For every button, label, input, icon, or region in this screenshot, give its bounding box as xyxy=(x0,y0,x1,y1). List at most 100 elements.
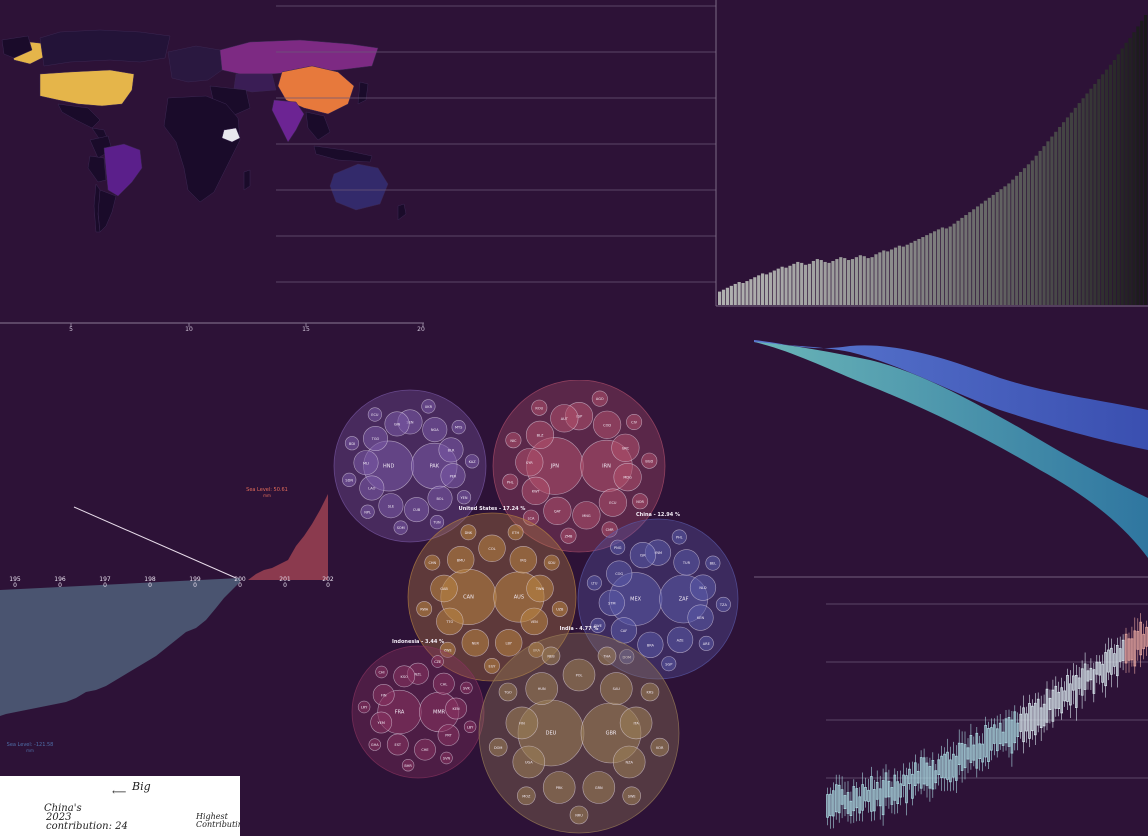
candle[interactable] xyxy=(1092,669,1096,694)
candle[interactable] xyxy=(1069,683,1072,706)
candle[interactable] xyxy=(972,744,976,761)
candle[interactable] xyxy=(887,780,891,798)
bubble[interactable] xyxy=(626,413,643,430)
bubble[interactable] xyxy=(422,417,448,443)
candle[interactable] xyxy=(878,788,882,807)
bubble[interactable] xyxy=(523,509,540,526)
bubble[interactable] xyxy=(593,410,622,439)
candle[interactable] xyxy=(1045,688,1049,723)
bubble[interactable] xyxy=(393,665,416,688)
candle[interactable] xyxy=(1083,663,1087,690)
candle[interactable] xyxy=(858,796,861,814)
candle[interactable] xyxy=(843,795,847,810)
bubble[interactable] xyxy=(551,601,568,617)
candle[interactable] xyxy=(952,753,955,778)
candle[interactable] xyxy=(852,786,856,812)
country-new-zealand[interactable] xyxy=(397,203,407,221)
bubble[interactable] xyxy=(689,574,717,601)
bubble[interactable] xyxy=(637,631,664,658)
bubble[interactable] xyxy=(427,485,453,511)
bubble[interactable] xyxy=(370,711,393,734)
candle[interactable] xyxy=(1028,703,1031,739)
bubble[interactable] xyxy=(598,488,628,517)
candle[interactable] xyxy=(992,724,996,744)
candle[interactable] xyxy=(855,788,859,809)
bubble[interactable] xyxy=(432,672,455,695)
bubble[interactable] xyxy=(550,404,579,433)
bubble[interactable] xyxy=(498,682,518,702)
candle[interactable] xyxy=(943,753,946,779)
bubble[interactable] xyxy=(384,411,410,437)
bubble[interactable] xyxy=(353,450,379,476)
bubble[interactable] xyxy=(517,786,536,806)
bubble[interactable] xyxy=(562,658,596,692)
country-russia[interactable] xyxy=(219,39,379,75)
bubble[interactable] xyxy=(525,672,558,705)
candle[interactable] xyxy=(966,747,970,760)
bubble[interactable] xyxy=(445,697,468,720)
bubble[interactable] xyxy=(421,399,436,414)
bubble[interactable] xyxy=(505,706,539,740)
bubble[interactable] xyxy=(386,733,409,756)
candle[interactable] xyxy=(975,732,979,769)
bubble[interactable] xyxy=(543,496,572,525)
bubble[interactable] xyxy=(613,462,642,492)
bubble[interactable] xyxy=(622,786,642,806)
bubble[interactable] xyxy=(484,657,500,674)
country-se-asia[interactable] xyxy=(305,111,331,141)
bubble[interactable] xyxy=(362,425,388,451)
candle[interactable] xyxy=(908,768,911,784)
candle[interactable] xyxy=(1104,652,1107,687)
candle[interactable] xyxy=(846,792,850,814)
candle[interactable] xyxy=(1010,719,1014,754)
candle[interactable] xyxy=(960,742,964,771)
bubble[interactable] xyxy=(641,452,658,469)
candle[interactable] xyxy=(987,727,990,762)
candle[interactable] xyxy=(899,783,903,798)
bubble[interactable] xyxy=(440,751,453,765)
bubble[interactable] xyxy=(569,805,589,825)
candle[interactable] xyxy=(1133,630,1137,667)
bubble[interactable] xyxy=(515,448,544,477)
candle[interactable] xyxy=(963,744,967,769)
bubble[interactable] xyxy=(438,437,464,463)
candle[interactable] xyxy=(1101,663,1104,683)
bubble[interactable] xyxy=(591,390,608,407)
candle[interactable] xyxy=(1016,722,1020,738)
country-chile[interactable] xyxy=(93,183,101,233)
candle[interactable] xyxy=(1080,668,1084,696)
bubble[interactable] xyxy=(401,759,415,772)
bubble[interactable] xyxy=(368,738,381,751)
country-alaska[interactable] xyxy=(1,35,33,59)
candle[interactable] xyxy=(1066,675,1069,702)
bubble[interactable] xyxy=(404,497,430,523)
candle[interactable] xyxy=(937,759,941,776)
candle[interactable] xyxy=(834,784,838,813)
bubble[interactable] xyxy=(698,635,714,651)
candle[interactable] xyxy=(998,722,1002,745)
candle[interactable] xyxy=(1113,653,1116,667)
candle[interactable] xyxy=(867,789,870,802)
country-madagascar[interactable] xyxy=(243,169,251,191)
country-south-sudan[interactable] xyxy=(221,127,241,143)
bubble[interactable] xyxy=(509,546,538,574)
bubble[interactable] xyxy=(378,493,404,519)
candle[interactable] xyxy=(1060,687,1064,714)
country-canada[interactable] xyxy=(39,29,171,67)
country-brazil[interactable] xyxy=(103,143,143,197)
candle[interactable] xyxy=(1115,645,1119,677)
candle[interactable] xyxy=(914,762,917,787)
candle[interactable] xyxy=(1095,661,1099,675)
candle[interactable] xyxy=(849,800,853,816)
candle[interactable] xyxy=(884,772,888,798)
bubble[interactable] xyxy=(611,433,640,462)
bubble[interactable] xyxy=(650,737,670,757)
bubble[interactable] xyxy=(632,493,649,510)
candle[interactable] xyxy=(928,766,932,789)
candle[interactable] xyxy=(832,790,835,817)
bubble[interactable] xyxy=(606,560,633,587)
candle[interactable] xyxy=(1025,713,1028,732)
bubble[interactable] xyxy=(488,737,508,757)
bubble[interactable] xyxy=(640,682,660,702)
bubble[interactable] xyxy=(599,672,633,705)
